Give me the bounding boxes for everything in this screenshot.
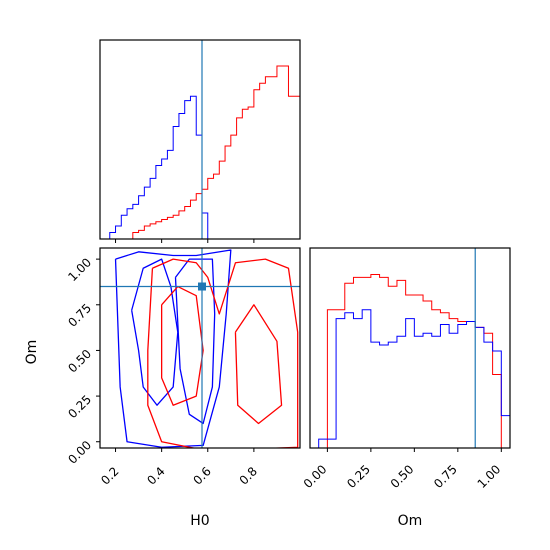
om-x-ticks: 0.00 0.25 0.50 0.75 1.00 bbox=[301, 448, 504, 491]
om-axis-label-left: Om bbox=[24, 340, 40, 365]
h0-histogram-frame bbox=[99, 39, 301, 240]
joint-y-tick-label-4: 1.00 bbox=[65, 255, 94, 284]
h0-axis-label: H0 bbox=[190, 513, 209, 529]
om-hist-series-red bbox=[318, 273, 510, 449]
om-histogram-panel: 0.00 0.25 0.50 0.75 1.00 Om bbox=[301, 247, 511, 529]
om-x-tick-label-3: 0.75 bbox=[431, 462, 460, 491]
om-x-tick-label-4: 1.00 bbox=[475, 462, 504, 491]
joint-x-tick-label-3: 0.8 bbox=[237, 464, 260, 487]
om-axis-label-bottom: Om bbox=[398, 513, 423, 529]
h0-histogram-plot bbox=[104, 40, 301, 243]
joint-x-ticks: 0.2 0.4 0.6 0.8 bbox=[98, 448, 260, 488]
joint-y-tick-label-2: 0.50 bbox=[65, 347, 94, 376]
contour-blue-0 bbox=[114, 249, 232, 448]
joint-y-tick-label-0: 0.00 bbox=[65, 438, 94, 467]
om-hist-series-blue bbox=[318, 309, 511, 448]
joint-y-ticks: 0.00 0.25 0.50 0.75 1.00 bbox=[65, 255, 100, 467]
h0-hist-series-red bbox=[104, 65, 301, 240]
joint-y-tick-label-3: 0.75 bbox=[65, 301, 94, 330]
joint-contour-panel: 0.2 0.4 0.6 0.8 0.00 0.25 0.50 0.75 1.00 H0 Om bbox=[24, 247, 301, 529]
joint-truth-marker bbox=[198, 282, 206, 291]
contour-blue-1 bbox=[131, 258, 179, 406]
om-x-tick-label-2: 0.50 bbox=[388, 462, 417, 491]
contour-blue-2 bbox=[174, 258, 216, 425]
joint-contour-plot bbox=[100, 248, 300, 448]
joint-x-tick-label-1: 0.4 bbox=[144, 464, 167, 487]
om-x-tick-label-0: 0.00 bbox=[301, 462, 330, 491]
joint-contour-frame bbox=[99, 247, 301, 449]
joint-x-tick-label-0: 0.2 bbox=[98, 464, 121, 487]
joint-x-tick-label-2: 0.6 bbox=[190, 464, 213, 487]
h0-histogram-panel bbox=[99, 39, 301, 243]
contour-red-1 bbox=[160, 285, 204, 406]
joint-y-tick-label-1: 0.25 bbox=[65, 392, 94, 421]
om-histogram-frame bbox=[309, 247, 511, 449]
om-x-tick-label-1: 0.25 bbox=[344, 462, 373, 491]
om-histogram-plot bbox=[318, 248, 511, 449]
contour-red-2 bbox=[234, 304, 283, 425]
